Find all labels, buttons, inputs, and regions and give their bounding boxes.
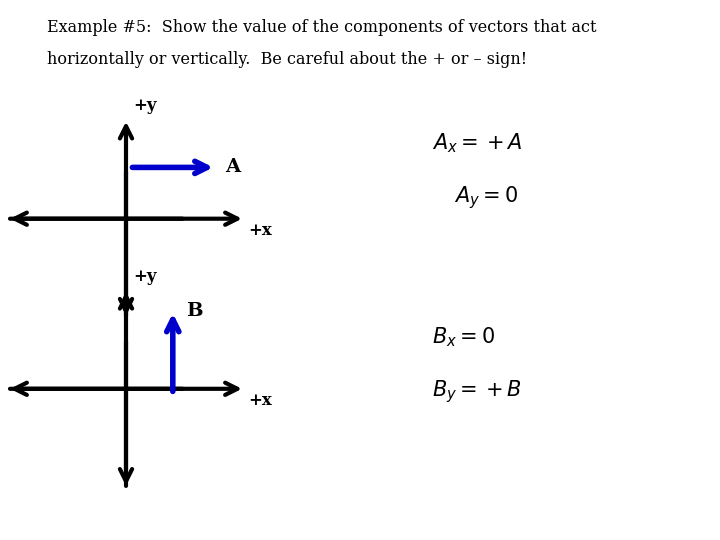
Text: +y: +y: [133, 98, 157, 114]
Text: B: B: [186, 301, 202, 320]
Text: horizontally or vertically.  Be careful about the + or – sign!: horizontally or vertically. Be careful a…: [47, 51, 527, 68]
Text: $\mathit{A}_x = +\mathit{A}$: $\mathit{A}_x = +\mathit{A}$: [432, 131, 523, 155]
Text: +x: +x: [248, 392, 272, 409]
Text: +y: +y: [133, 268, 157, 285]
Text: $\mathit{A}_y = 0$: $\mathit{A}_y = 0$: [454, 184, 518, 211]
Text: $\mathit{B}_x = 0$: $\mathit{B}_x = 0$: [432, 326, 495, 349]
Text: +x: +x: [248, 222, 272, 239]
Text: A: A: [225, 158, 240, 177]
Text: Example #5:  Show the value of the components of vectors that act: Example #5: Show the value of the compon…: [47, 19, 596, 36]
Text: $\mathit{B}_y = +\mathit{B}$: $\mathit{B}_y = +\mathit{B}$: [432, 378, 522, 405]
